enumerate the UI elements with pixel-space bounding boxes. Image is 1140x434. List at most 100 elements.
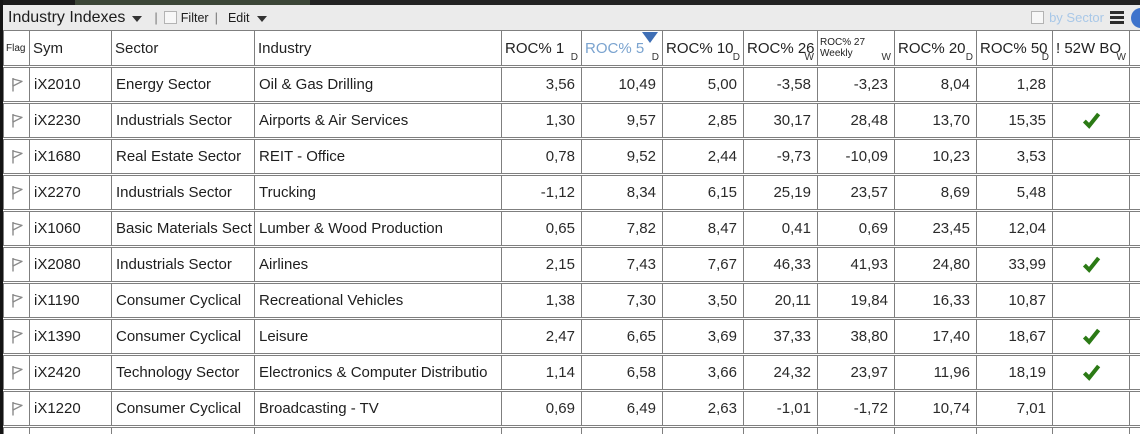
roc-value-cell-5 [895,428,977,434]
flag-icon[interactable] [9,400,24,418]
table-row[interactable]: iX1390 Consumer Cyclical Leisure 2,47 6,65 3,… [3,319,1140,354]
column-header-roc27-weekly-w[interactable]: ROC% 27 Weekly W [818,31,895,65]
roc-value-cell-6: 18,19 [977,356,1053,389]
roc-value-cell-0: 1,38 [502,284,582,317]
column-header-industry[interactable]: Industry [255,31,502,65]
roc-value-cell-2: 8,47 [663,212,744,245]
column-header-roc5-d[interactable]: ROC% 5 D [582,31,663,65]
column-header-label: Industry [258,39,312,57]
edit-dropdown-icon[interactable] [256,15,267,22]
column-header-52w-bo-w[interactable]: ! 52W BO W [1053,31,1130,65]
table-row[interactable] [3,427,1140,434]
filter-label[interactable]: Filter [180,10,209,25]
symbol-cell: iX1220 [30,392,112,425]
column-header-clipped [1130,31,1140,65]
roc-value-cell-3: -9,73 [744,140,818,173]
clipped-cell [1130,248,1140,281]
roc-value-cell-1: 6,58 [582,356,663,389]
corner-button[interactable] [1131,7,1140,28]
roc-value-cell-4: -3,23 [818,68,895,101]
symbol-cell: iX1190 [30,284,112,317]
clipped-cell [1130,392,1140,425]
table-row[interactable]: iX2230 Industrials Sector Airports & Air S… [3,103,1140,138]
column-header-roc10-d[interactable]: ROC% 10 D [663,31,744,65]
table-row[interactable]: iX2420 Technology Sector Electronics & Com… [3,355,1140,390]
roc-value-cell-2: 3,69 [663,320,744,353]
roc-value-cell-5: 10,23 [895,140,977,173]
flag-icon[interactable] [9,148,24,166]
clipped-cell [1130,356,1140,389]
roc-value-cell-2: 6,15 [663,176,744,209]
roc-value-cell-0: 2,47 [502,320,582,353]
roc-value-cell-6 [977,428,1053,434]
flag-cell [4,356,30,389]
table-body: iX2010 Energy Sector Oil & Gas Drilling 3,5… [3,67,1140,434]
industry-cell: Lumber & Wood Production [255,212,502,245]
clipped-cell [1130,104,1140,137]
column-header-label: Flag [6,42,26,54]
table-row[interactable]: iX2080 Industrials Sector Airlines 2,15 7,43… [3,247,1140,282]
industry-cell: Oil & Gas Drilling [255,68,502,101]
check-icon [1082,112,1101,129]
roc-value-cell-2: 2,85 [663,104,744,137]
breakout-52w-cell [1053,284,1130,317]
column-header-roc20-d[interactable]: ROC% 20 D [895,31,977,65]
by-sector-label[interactable]: by Sector [1049,10,1104,25]
symbol-cell: iX2080 [30,248,112,281]
column-header-sector[interactable]: Sector [112,31,255,65]
table-row[interactable]: iX1190 Consumer Cyclical Recreational Vehi… [3,283,1140,318]
flag-icon[interactable] [9,112,24,130]
sector-cell [112,428,255,434]
table-row[interactable]: iX2270 Industrials Sector Trucking -1,12 8,3… [3,175,1140,210]
flag-icon[interactable] [9,364,24,382]
table-row[interactable]: iX2010 Energy Sector Oil & Gas Drilling 3,5… [3,67,1140,102]
industry-cell: Electronics & Computer Distributio [255,356,502,389]
menu-icon[interactable] [1110,9,1124,27]
top-strip [3,0,1140,5]
roc-value-cell-5: 11,96 [895,356,977,389]
roc-value-cell-4: 23,57 [818,176,895,209]
by-sector-checkbox[interactable] [1031,11,1045,24]
roc-value-cell-4: 0,69 [818,212,895,245]
breakout-52w-cell [1053,428,1130,434]
flag-cell [4,68,30,101]
filter-checkbox[interactable] [163,11,177,24]
page-title[interactable]: Industry Indexes [8,8,126,26]
sector-cell: Technology Sector [112,356,255,389]
roc-value-cell-0: 0,65 [502,212,582,245]
sort-desc-icon[interactable] [642,32,658,43]
roc-value-cell-2 [663,428,744,434]
roc-value-cell-5: 13,70 [895,104,977,137]
flag-icon[interactable] [9,220,24,238]
table-row[interactable]: iX1220 Consumer Cyclical Broadcasting - TV… [3,391,1140,426]
roc-value-cell-4 [818,428,895,434]
roc-value-cell-2: 5,00 [663,68,744,101]
roc-value-cell-1: 8,34 [582,176,663,209]
roc-value-cell-5: 8,69 [895,176,977,209]
column-header-roc26-w[interactable]: ROC% 26 W [744,31,818,65]
flag-icon[interactable] [9,76,24,94]
sector-cell: Industrials Sector [112,104,255,137]
column-header-roc1-d[interactable]: ROC% 1 D [502,31,582,65]
table-row[interactable]: iX1060 Basic Materials Sect Lumber & Wood … [3,211,1140,246]
flag-icon[interactable] [9,256,24,274]
roc-value-cell-0 [502,428,582,434]
column-header-label: Sym [33,39,63,57]
clipped-cell [1130,176,1140,209]
column-header-flag[interactable]: Flag [4,31,30,65]
flag-icon[interactable] [9,328,24,346]
roc-value-cell-6: 5,48 [977,176,1053,209]
column-timeframe-unit: D [651,52,659,63]
column-header-sym[interactable]: Sym [30,31,112,65]
check-icon [1082,364,1101,381]
roc-value-cell-2: 2,44 [663,140,744,173]
edit-label[interactable]: Edit [227,10,250,25]
flag-icon[interactable] [9,184,24,202]
breakout-52w-cell [1053,320,1130,353]
column-timeframe-unit: W [1116,52,1126,63]
column-header-roc50-d[interactable]: ROC% 50 D [977,31,1053,65]
flag-icon[interactable] [9,292,24,310]
table-row[interactable]: iX1680 Real Estate Sector REIT - Office 0,7… [3,139,1140,174]
title-dropdown-icon[interactable] [132,15,143,22]
roc-value-cell-4: 28,48 [818,104,895,137]
